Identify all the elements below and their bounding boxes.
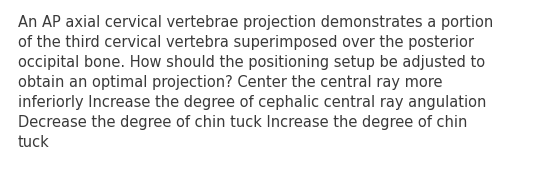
- Text: An AP axial cervical vertebrae projection demonstrates a portion
of the third ce: An AP axial cervical vertebrae projectio…: [18, 15, 493, 150]
